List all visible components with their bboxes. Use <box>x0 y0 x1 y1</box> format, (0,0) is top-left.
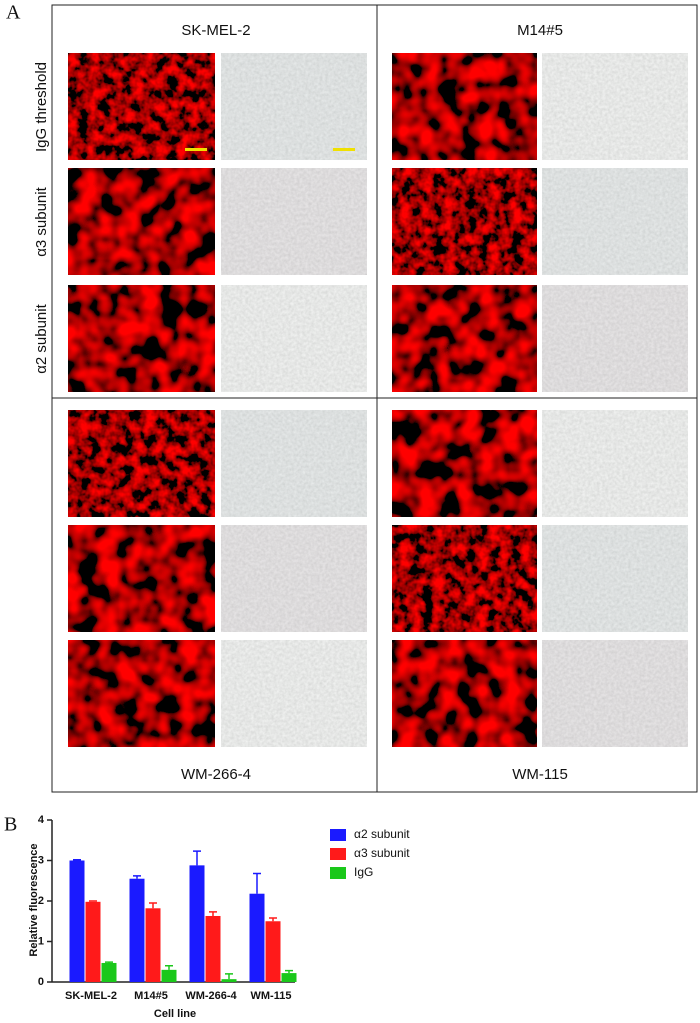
fluorescence-image <box>68 285 215 392</box>
bar <box>205 915 221 982</box>
legend-label: IgG <box>354 865 373 879</box>
fluorescence-image <box>392 285 537 392</box>
image-tint <box>542 640 688 747</box>
error-bar <box>253 872 261 894</box>
fluorescence-image <box>68 410 215 517</box>
fluorescence-image <box>392 525 537 632</box>
legend-swatch <box>330 867 346 879</box>
bar <box>161 969 177 982</box>
brightfield-image <box>542 410 688 517</box>
scale-bar <box>185 148 207 151</box>
row-label: α2 subunit <box>33 303 50 373</box>
cell-line-label: WM-115 <box>512 766 568 783</box>
scale-bar <box>333 148 355 151</box>
legend-label: α3 subunit <box>354 846 410 860</box>
brightfield-image <box>221 168 367 275</box>
y-tick-label: 2 <box>38 895 44 907</box>
bar-chart: 0 1 2 3 4 SK-MEL-2 M14#5 WM-266-4 WM-115 α2 subun… <box>38 814 410 1002</box>
brightfield-image <box>221 640 367 747</box>
fluorescence-image <box>68 640 215 747</box>
brightfield-image <box>221 525 367 632</box>
brightfield-image <box>221 410 367 517</box>
brightfield-image <box>542 168 688 275</box>
error-bar <box>165 965 173 970</box>
row-label: IgG threshold <box>33 62 50 152</box>
fluorescence-image <box>392 640 537 747</box>
brightfield-image <box>221 285 367 392</box>
image-tint <box>221 525 367 632</box>
fluorescence-image <box>392 53 537 160</box>
y-tick-label: 1 <box>38 935 44 947</box>
brightfield-image <box>542 525 688 632</box>
y-tick-label: 0 <box>38 976 44 988</box>
brightfield-image <box>542 53 688 160</box>
error-bar <box>105 961 113 963</box>
bar <box>129 878 145 982</box>
cell-line-label: WM-266-4 <box>181 766 251 783</box>
cell-line-label: M14#5 <box>517 22 563 39</box>
image-tint <box>542 285 688 392</box>
bar <box>221 979 237 982</box>
x-tick-label: M14#5 <box>134 990 168 1002</box>
fluorescence-image <box>68 53 215 160</box>
cell-line-label: SK-MEL-2 <box>181 22 250 39</box>
y-tick-label: 3 <box>38 854 44 866</box>
x-tick-label: WM-115 <box>251 990 292 1002</box>
panel-label: A <box>6 2 21 24</box>
y-tick-label: 4 <box>38 814 45 826</box>
error-bar <box>209 911 217 916</box>
row-label: α3 subunit <box>33 186 50 256</box>
image-tint <box>221 168 367 275</box>
error-bar <box>193 850 201 866</box>
error-bar <box>225 973 233 980</box>
bar <box>101 962 117 982</box>
error-bar <box>73 858 81 861</box>
legend-swatch <box>330 829 346 841</box>
fluorescence-image <box>392 168 537 275</box>
error-bar <box>269 917 277 922</box>
fluorescence-image <box>68 168 215 275</box>
error-bar <box>89 900 97 902</box>
image-tint <box>221 53 367 160</box>
bar <box>69 860 85 982</box>
fluorescence-image <box>392 410 537 517</box>
panel-label: B <box>4 814 17 836</box>
error-bar <box>133 875 141 879</box>
image-tint <box>542 525 688 632</box>
bar <box>85 901 101 982</box>
brightfield-image <box>542 285 688 392</box>
bar <box>281 973 297 982</box>
legend-swatch <box>330 848 346 860</box>
image-tint <box>542 168 688 275</box>
fluorescence-image <box>68 525 215 632</box>
bar <box>145 908 161 982</box>
legend-label: α2 subunit <box>354 827 410 841</box>
bar <box>189 865 205 982</box>
image-tint <box>221 410 367 517</box>
x-tick-label: SK-MEL-2 <box>65 990 117 1002</box>
bar <box>265 921 281 982</box>
brightfield-image <box>542 640 688 747</box>
error-bar <box>285 969 293 974</box>
micrographs <box>68 53 688 747</box>
y-axis-label: Relative fluorescence <box>28 843 40 956</box>
bar <box>249 893 265 982</box>
error-bar <box>149 902 157 909</box>
brightfield-image <box>221 53 367 160</box>
x-tick-label: WM-266-4 <box>185 990 237 1002</box>
x-axis-label: Cell line <box>154 1008 196 1020</box>
